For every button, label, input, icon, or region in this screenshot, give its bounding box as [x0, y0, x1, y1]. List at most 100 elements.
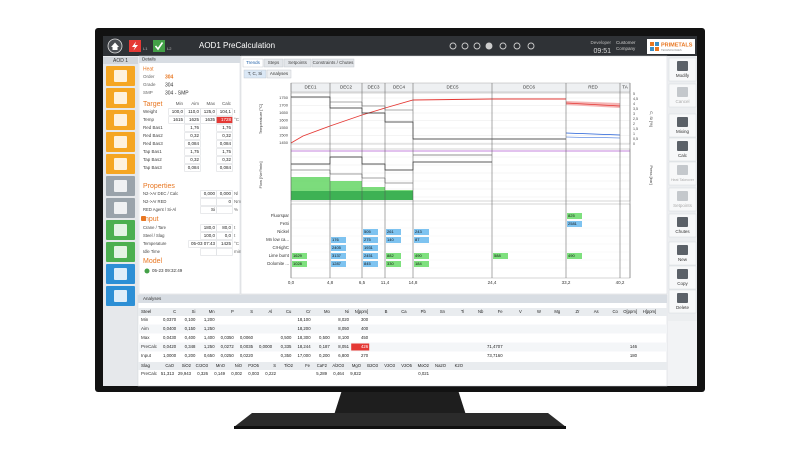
cell-value: 0,084 [188, 141, 200, 146]
row-label: Aim [141, 326, 149, 331]
y-tick-label: 1600 [279, 118, 289, 123]
cell-value: 0,650 [204, 353, 215, 358]
cell-value: 0,0035 [240, 344, 254, 349]
cell-value: 9,822 [350, 371, 361, 376]
nav-icon [114, 158, 127, 170]
addition-value: 588 [494, 253, 501, 258]
toolbar-icon[interactable] [485, 42, 493, 50]
x-tick-label: 4,8 [327, 280, 334, 285]
subtab-label[interactable]: T, C, Si [248, 71, 263, 76]
toolbar-icon[interactable] [461, 42, 469, 50]
addition-box [386, 253, 401, 259]
table-header: Zr [575, 309, 580, 314]
value-box [216, 108, 233, 116]
nav-icon [114, 202, 127, 214]
value-box [216, 148, 233, 156]
table-header: V [519, 309, 522, 314]
screen-title: AOD1 PreCalculation [199, 41, 275, 50]
y2-tick-label: 1 [633, 132, 635, 136]
panel-title: Analyses [143, 296, 162, 301]
table-header: S [273, 363, 276, 368]
unit: t [234, 225, 236, 230]
level2-indicator[interactable] [153, 40, 165, 52]
action-label: Cancel [675, 99, 689, 104]
action-label[interactable]: Delete [676, 305, 690, 310]
toolbar-icon[interactable] [473, 42, 481, 50]
cell-value: 0,200 [185, 353, 196, 358]
addition-box [331, 245, 346, 251]
action-label[interactable]: Chutes [675, 229, 690, 234]
row-label: N2->Ar DEC / Calc [143, 191, 178, 196]
value-box [184, 148, 201, 156]
addition-value: 882 [387, 253, 394, 258]
subtab[interactable] [243, 69, 267, 79]
table-header: O[ppm] [623, 309, 637, 314]
y-tick-label: 1500 [279, 133, 289, 138]
action-label[interactable]: Mixing [676, 129, 690, 134]
y2-tick-label: 3 [633, 112, 635, 116]
cell-value: 450 [361, 335, 369, 340]
cell-value: 0,32 [222, 133, 231, 138]
addition-box [363, 229, 378, 235]
addition-box [292, 253, 307, 259]
model-timestamp: 05-23 09:32:49 [152, 268, 183, 273]
cell-value: 1,400 [204, 335, 215, 340]
toolbar-icon[interactable] [527, 42, 535, 50]
axis-title: Temperature [°C] [258, 104, 263, 134]
table-header: MgO [352, 363, 362, 368]
tab-label[interactable]: Constraints / Chutes [313, 60, 355, 65]
cell-value: 1,75 [222, 149, 231, 154]
cell-value: 73,7160 [487, 353, 503, 358]
toolbar-icon[interactable] [513, 42, 521, 50]
tab[interactable] [283, 58, 312, 68]
toolbar-icon[interactable] [499, 42, 507, 50]
value-box [216, 116, 233, 124]
action-label[interactable]: Modify [676, 73, 690, 78]
tab-label[interactable]: Steps [268, 60, 280, 65]
phase-label: DEC3 [367, 85, 380, 90]
value-box [216, 206, 233, 214]
cell-value: 0,0350 [221, 335, 235, 340]
table-header: H[ppm] [643, 309, 657, 314]
phase-label: DEC5 [446, 85, 459, 90]
cell-value: 1,200 [204, 317, 215, 322]
cell-value: 0,0060 [240, 335, 254, 340]
cell-value: 1425 [221, 241, 232, 246]
value-box [216, 124, 233, 132]
table-header: V2O5 [401, 363, 412, 368]
subtab-label[interactable]: Analyses [270, 71, 289, 76]
tab[interactable] [311, 58, 355, 68]
cell-value: 0,000 [220, 191, 232, 196]
cell-value: 0,187 [319, 344, 330, 349]
addition-box [567, 253, 582, 259]
table-header: Pb [421, 309, 427, 314]
cell-value: 0,400 [185, 335, 196, 340]
column-header: Max [206, 101, 215, 106]
temperature-plot [290, 92, 631, 145]
table-header: CaF2 [317, 363, 328, 368]
table-header: C [173, 309, 176, 314]
addition-label: Nickel [277, 229, 289, 234]
table-header: Na2O [435, 363, 447, 368]
analyses-header [138, 295, 667, 303]
tab[interactable] [263, 58, 284, 68]
toolbar-icon[interactable] [449, 42, 457, 50]
user-name: Developer [590, 40, 611, 45]
action-label[interactable]: Copy [677, 281, 688, 286]
brand-logo-mark [650, 47, 654, 51]
y-tick-label: 1650 [279, 110, 289, 115]
action-label[interactable]: Calc [678, 153, 688, 158]
cell-value: 18,100 [297, 317, 311, 322]
addition-value: 87 [415, 237, 420, 242]
tab[interactable] [242, 58, 264, 68]
subtab[interactable] [266, 69, 292, 79]
trend-flow-area [291, 191, 413, 200]
cell-value: 180,0 [204, 225, 216, 230]
phase-label: DEC6 [523, 85, 536, 90]
tab-label[interactable]: Setpoints [288, 60, 308, 65]
table-header: Mn [209, 309, 215, 314]
action-label[interactable]: New [678, 257, 688, 262]
tab-label[interactable]: Trends [246, 60, 261, 65]
cell-value: 0,326 [197, 371, 208, 376]
